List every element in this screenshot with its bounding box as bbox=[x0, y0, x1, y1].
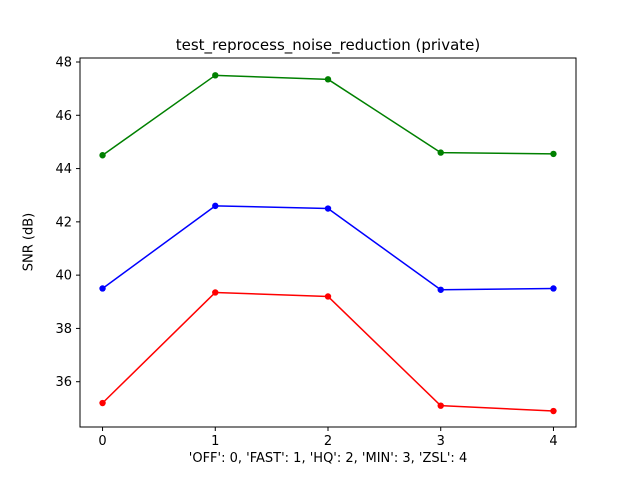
y-tick-label: 46 bbox=[55, 109, 72, 124]
y-tick-label: 48 bbox=[55, 55, 72, 70]
green-series-marker bbox=[437, 149, 444, 156]
red-series-marker bbox=[99, 399, 106, 407]
red-series-marker bbox=[324, 293, 332, 300]
y-axis-label: SNR (dB) bbox=[21, 212, 37, 272]
axes-frame bbox=[79, 57, 577, 428]
x-axis-label: 'OFF': 0, 'FAST': 1, 'HQ': 2, 'MIN': 3, … bbox=[188, 451, 468, 466]
blue-series-marker bbox=[550, 285, 557, 292]
red-series-marker bbox=[437, 402, 444, 409]
y-tick-label: 44 bbox=[55, 162, 72, 177]
chart-title: test_reprocess_noise_reduction (private) bbox=[175, 36, 481, 54]
blue-series-marker bbox=[437, 286, 444, 293]
y-tick-label: 42 bbox=[55, 215, 72, 230]
x-tick-label: 3 bbox=[437, 434, 445, 449]
blue-series-marker bbox=[212, 202, 219, 210]
green-series-line bbox=[101, 74, 555, 156]
blue-series-marker bbox=[99, 285, 106, 292]
green-series-marker bbox=[99, 152, 106, 159]
x-tick-label: 0 bbox=[98, 434, 106, 449]
x-tick-label: 1 bbox=[211, 434, 219, 449]
green-series-marker bbox=[212, 72, 219, 79]
green-series-marker bbox=[550, 150, 557, 158]
red-series-marker bbox=[212, 289, 219, 296]
x-tick-label: 4 bbox=[549, 434, 557, 449]
x-tick-label: 2 bbox=[324, 434, 332, 449]
y-tick-label: 38 bbox=[55, 322, 72, 337]
green-series-marker bbox=[324, 76, 332, 83]
red-series-marker bbox=[550, 407, 557, 415]
blue-series-line bbox=[101, 205, 555, 291]
y-tick-label: 40 bbox=[55, 269, 72, 284]
red-series-line bbox=[101, 291, 555, 412]
blue-series-marker bbox=[324, 205, 332, 212]
y-tick-label: 36 bbox=[55, 375, 72, 390]
